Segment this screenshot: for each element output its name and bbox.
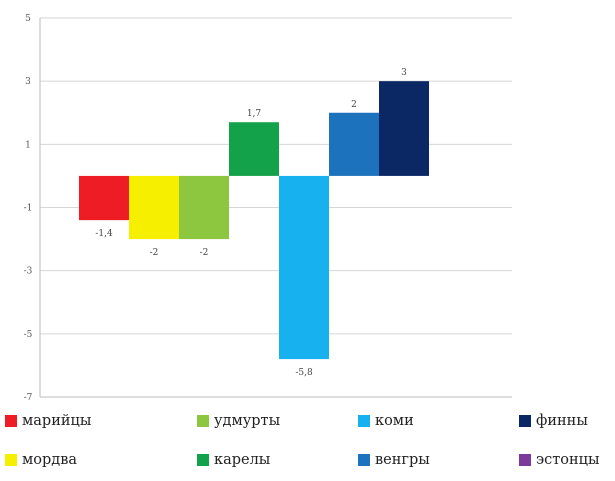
- legend-label: удмурты: [214, 413, 281, 429]
- legend-swatch: [5, 454, 17, 466]
- legend-swatch: [358, 454, 370, 466]
- legend-label: коми: [375, 413, 414, 429]
- data-label: 1,7: [247, 109, 262, 119]
- legend-item-finny: финны: [519, 411, 588, 431]
- bars: [79, 81, 429, 360]
- legend-label: мордва: [22, 452, 78, 468]
- y-tick-label: 5: [25, 14, 31, 24]
- bar-chart: -7 -5 -3 -1 1 3 5 -1,4 -2 -2 1,7 -5,8 2 3: [24, 14, 512, 403]
- data-label: -1,4: [95, 229, 113, 239]
- legend-label: финны: [536, 413, 588, 429]
- legend-swatch: [197, 454, 209, 466]
- data-label: -5,8: [295, 368, 313, 378]
- data-labels: -1,4 -2 -2 1,7 -5,8 2 3: [95, 68, 407, 378]
- bar-4: [229, 122, 279, 176]
- legend: марийцы мордва удмурты карелы коми венгр…: [0, 404, 615, 481]
- data-label: -2: [200, 248, 209, 258]
- legend-label: венгры: [375, 452, 430, 468]
- legend-swatch: [197, 415, 209, 427]
- y-tick-label: -5: [24, 330, 33, 340]
- data-label: -2: [150, 248, 159, 258]
- legend-item-vengry: венгры: [358, 450, 430, 470]
- bar-5: [279, 175, 329, 360]
- legend-label: эстонцы: [536, 452, 600, 468]
- legend-label: марийцы: [22, 413, 92, 429]
- y-tick-label: 3: [25, 77, 31, 87]
- data-label: 2: [351, 100, 357, 110]
- legend-swatch: [519, 454, 531, 466]
- legend-swatch: [519, 415, 531, 427]
- legend-label: карелы: [214, 452, 271, 468]
- bar-6: [329, 112, 379, 176]
- y-tick-label: -1: [24, 204, 33, 214]
- bar-1: [79, 175, 129, 221]
- legend-swatch: [5, 415, 17, 427]
- legend-item-mordva: мордва: [5, 450, 77, 470]
- bar-3: [179, 175, 229, 240]
- bar-2: [129, 175, 179, 240]
- legend-item-mariytsy: марийцы: [5, 411, 91, 431]
- y-tick-label: -7: [24, 393, 33, 403]
- legend-item-udmurty: удмурты: [197, 411, 280, 431]
- legend-item-karely: карелы: [197, 450, 270, 470]
- y-tick-label: 1: [25, 140, 31, 150]
- legend-item-komi: коми: [358, 411, 414, 431]
- y-axis-ticks: -7 -5 -3 -1 1 3 5: [24, 14, 33, 403]
- legend-item-estontsy: эстонцы: [519, 450, 600, 470]
- y-tick-label: -3: [24, 267, 33, 277]
- bar-7: [379, 81, 429, 176]
- legend-swatch: [358, 415, 370, 427]
- data-label: 3: [401, 68, 407, 78]
